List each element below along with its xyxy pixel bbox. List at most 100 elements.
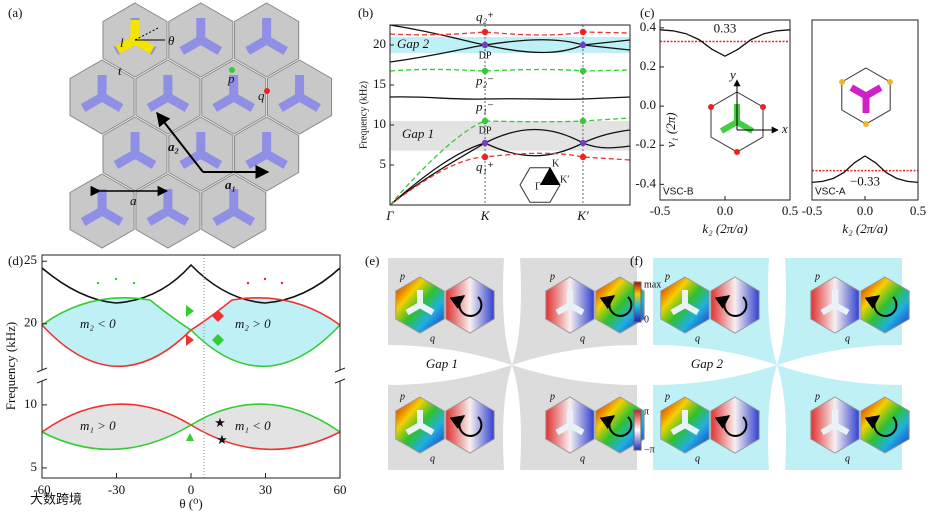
y-arm xyxy=(198,150,223,169)
y-arm xyxy=(80,93,105,112)
dot xyxy=(263,277,267,281)
y-tick-label: 25 xyxy=(24,252,37,267)
label: (b) xyxy=(358,5,373,20)
label: 0.33 xyxy=(714,21,737,36)
y-tick-label: 0.4 xyxy=(640,19,657,34)
x-axis-label: k₂ (2π/a) xyxy=(702,221,747,236)
label: m₁ > 0 xyxy=(80,418,116,433)
axis-break xyxy=(36,367,48,384)
label: K′ xyxy=(560,174,569,185)
x-tick-label: -30 xyxy=(108,482,125,497)
label: m₁ < 0 xyxy=(235,418,271,433)
site xyxy=(708,104,714,110)
label: y xyxy=(728,67,736,82)
label: max xyxy=(644,279,661,290)
label: q xyxy=(430,333,435,344)
panel-e-f: (e) p q p q p q p q Gap 1 (f) p q p q p q p q Gap 2 max 0 π −π xyxy=(365,253,910,470)
y-tick-label: 20 xyxy=(373,36,386,51)
region-m1-left xyxy=(42,404,191,450)
marker: ★ xyxy=(216,432,228,447)
label: x xyxy=(781,121,788,136)
vector-a2 xyxy=(156,111,204,173)
y-arm xyxy=(179,150,204,169)
x-tick-label: 60 xyxy=(334,482,347,497)
y-arm xyxy=(165,93,190,112)
x-axis-label: θ (⁰) xyxy=(179,496,202,511)
x-tick-label: -0.5 xyxy=(650,203,671,218)
x-tick-label: -0.5 xyxy=(802,203,823,218)
field-hex xyxy=(710,396,760,454)
point-p xyxy=(229,67,235,73)
y-arm xyxy=(833,422,850,436)
label: Gap 1 xyxy=(402,126,434,141)
label: p xyxy=(664,391,670,402)
band-point xyxy=(481,28,489,36)
y-tick-label: 0.2 xyxy=(640,58,656,73)
band-point xyxy=(579,67,587,75)
y-arm xyxy=(132,150,157,169)
label: 0 xyxy=(644,314,649,325)
label: p xyxy=(399,391,405,402)
band-curve xyxy=(389,96,631,100)
y-axis-label: v₁ (2π) xyxy=(663,112,678,147)
y-arm xyxy=(115,36,138,54)
y-arm xyxy=(132,36,155,54)
y-arm xyxy=(245,36,269,55)
label: (f) xyxy=(630,253,643,268)
label: q xyxy=(845,453,850,464)
label: t xyxy=(118,63,122,78)
y-arm xyxy=(179,36,204,55)
colorbar xyxy=(633,409,642,451)
band-curve xyxy=(190,297,341,331)
y-arm xyxy=(670,422,687,436)
label: −0.33 xyxy=(850,174,880,189)
rotation-arrow xyxy=(449,415,483,437)
band-point xyxy=(579,153,587,161)
y-arm xyxy=(670,302,687,316)
y-arm xyxy=(568,422,585,436)
field-hex xyxy=(445,396,495,454)
label: q xyxy=(695,333,700,344)
label: q xyxy=(258,88,265,103)
label: −π xyxy=(644,444,655,455)
y-arm xyxy=(719,119,739,134)
label: l xyxy=(120,35,124,50)
wilson-curve xyxy=(811,155,919,184)
dot xyxy=(114,277,118,281)
y-arm xyxy=(113,150,138,169)
label: q xyxy=(580,453,585,464)
label: m₂ < 0 xyxy=(80,316,116,331)
bz-wedge xyxy=(540,167,560,185)
label: a₁ xyxy=(225,177,236,192)
dot xyxy=(96,281,100,285)
label: (a) xyxy=(8,5,22,20)
y-arm xyxy=(820,302,837,316)
label: DP xyxy=(479,50,492,61)
y-tick-label: 5 xyxy=(380,156,387,171)
field-hex xyxy=(445,276,495,334)
region-m2-right xyxy=(191,297,340,367)
label: p₁⁻ xyxy=(475,99,494,114)
y-arm xyxy=(555,302,572,316)
y-arm xyxy=(146,207,171,226)
panel-d: (d) ★ ★ -60 -30 0 30 60 5 10 20 25 Frequency (kHz) θ … xyxy=(3,252,347,511)
y-arm xyxy=(146,93,171,112)
field-hex xyxy=(710,276,760,334)
x-tick-label: -60 xyxy=(33,482,50,497)
y-arm xyxy=(683,302,700,316)
label: Gap 2 xyxy=(691,356,724,371)
x-tick-label: 30 xyxy=(259,482,272,497)
y-arm xyxy=(297,93,321,112)
y-arm xyxy=(165,207,190,226)
field-hex xyxy=(860,276,910,334)
band-curve xyxy=(389,129,631,206)
y-arm xyxy=(278,93,302,112)
y-tick-label: 20 xyxy=(24,315,37,330)
label: π xyxy=(644,406,649,417)
y-arm xyxy=(212,207,236,226)
label: q xyxy=(430,453,435,464)
y-arm xyxy=(555,422,572,436)
marker xyxy=(186,433,194,441)
y-arm xyxy=(231,207,256,226)
